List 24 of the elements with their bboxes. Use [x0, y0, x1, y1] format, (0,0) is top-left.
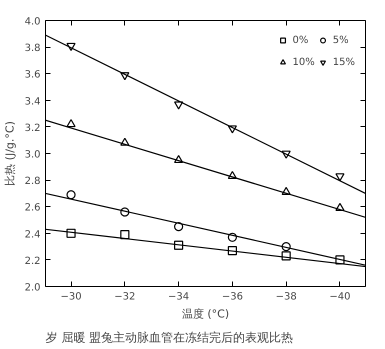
x-tick-label: −40: [329, 292, 351, 302]
y-tick-label: 3.6: [24, 70, 41, 81]
legend-label: 5%: [332, 34, 350, 46]
legend-label: 0%: [292, 34, 310, 46]
y-tick-label: 3.2: [24, 122, 41, 134]
x-tick-label: −32: [114, 292, 136, 302]
y-tick-label: 3.0: [24, 150, 41, 160]
y-axis-title: 比热 (J/g.°C): [4, 121, 17, 186]
y-tick-label: 4.0: [24, 16, 41, 28]
y-tick-label: 3.4: [24, 96, 41, 108]
legend-label: 10%: [292, 56, 315, 68]
x-tick-label: −36: [222, 292, 243, 302]
x-axis-title: 温度 (°C): [182, 308, 230, 320]
text: 岁 屈暖 盟兔主动脉血管在冻结完后的表观比热: [46, 330, 294, 344]
y-tick-label: 2.2: [24, 256, 41, 267]
y-tick-label: 2.0: [24, 282, 41, 294]
y-tick-label: 2.8: [24, 176, 41, 188]
x-tick-label: −38: [276, 292, 297, 302]
x-tick-label: −30: [60, 292, 82, 302]
y-tick-label: 2.4: [24, 229, 41, 240]
x-tick-label: −34: [168, 292, 190, 302]
y-tick-label: 2.6: [24, 202, 41, 214]
legend-label: 15%: [332, 56, 355, 68]
y-tick-label: 3.8: [24, 43, 41, 54]
